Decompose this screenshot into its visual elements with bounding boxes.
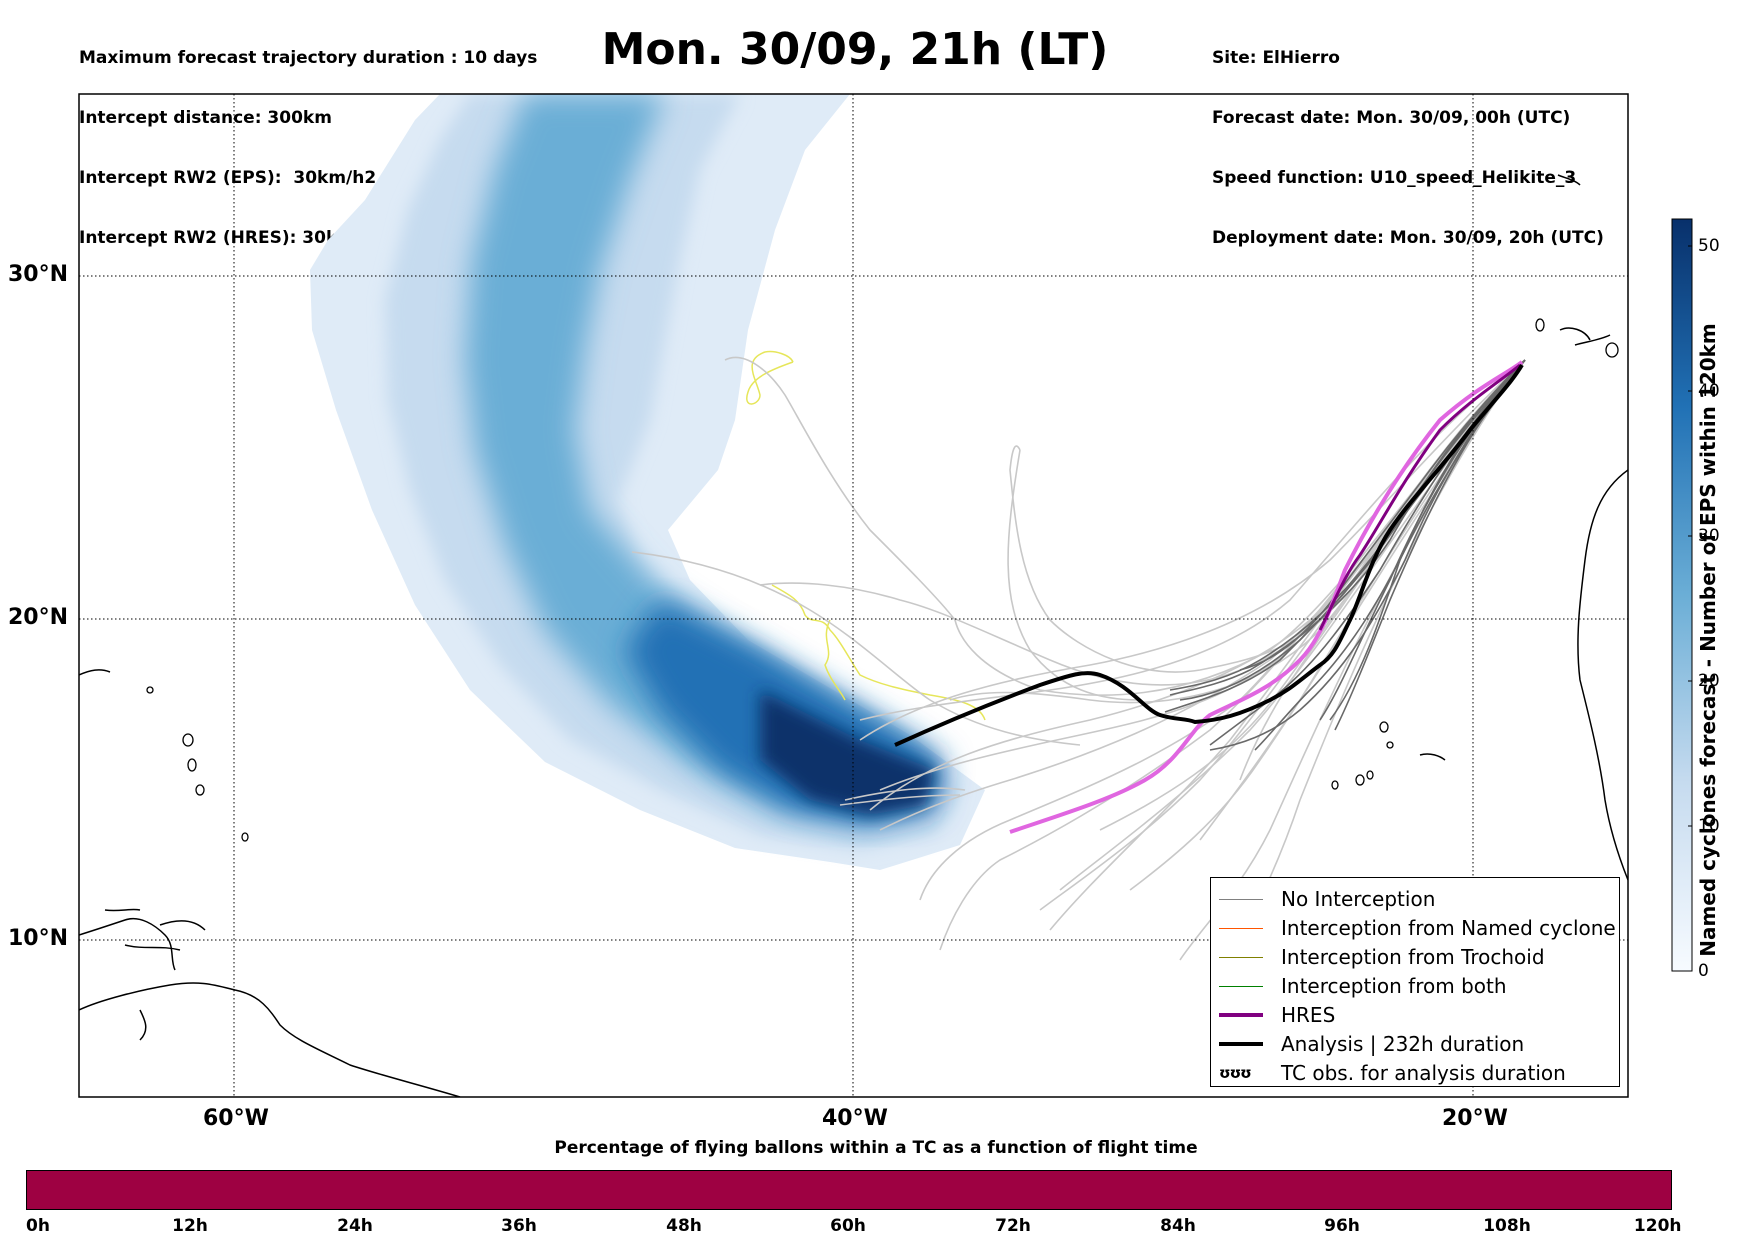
hres-trajectory-segment bbox=[1318, 363, 1521, 631]
legend-swatch bbox=[1219, 927, 1263, 929]
map-legend: No Interception Interception from Named … bbox=[1210, 877, 1620, 1087]
colorbar-tick-marks bbox=[1688, 245, 1692, 972]
time-tick-label: 120h bbox=[1633, 1216, 1682, 1236]
page-title: Mon. 30/09, 21h (LT) bbox=[601, 24, 1109, 75]
legend-item-no-interception: No Interception bbox=[1219, 885, 1435, 913]
time-tick-label: 84h bbox=[1160, 1216, 1196, 1236]
legend-item-tc-obs: ʊʊʊ TC obs. for analysis duration bbox=[1219, 1059, 1566, 1087]
map-gridlines bbox=[79, 94, 1628, 1097]
lat-label: 10°N bbox=[8, 926, 69, 951]
time-tick-label: 24h bbox=[337, 1216, 373, 1236]
time-bar-title: Percentage of flying ballons within a TC… bbox=[554, 1138, 1198, 1158]
header-line: Speed function: U10_speed_Helikite_3 bbox=[1212, 168, 1577, 188]
lat-label: 30°N bbox=[8, 262, 69, 287]
tc-observation-tracks bbox=[746, 350, 986, 721]
legend-swatch bbox=[1219, 898, 1263, 900]
header-line: Forecast date: Mon. 30/09, 00h (UTC) bbox=[1212, 108, 1571, 128]
legend-label: TC obs. for analysis duration bbox=[1281, 1061, 1566, 1085]
legend-label: Interception from Named cyclone bbox=[1281, 916, 1616, 940]
legend-item-trochoid: Interception from Trochoid bbox=[1219, 943, 1545, 971]
lon-label: 60°W bbox=[203, 1106, 269, 1131]
time-tick-label: 60h bbox=[830, 1216, 866, 1236]
legend-swatch bbox=[1219, 1013, 1263, 1017]
legend-label: HRES bbox=[1281, 1003, 1336, 1027]
header-line: Maximum forecast trajectory duration : 1… bbox=[79, 48, 538, 68]
legend-label: No Interception bbox=[1281, 887, 1436, 911]
colorbar-tick-label: 10 bbox=[1698, 816, 1720, 836]
map-frame bbox=[78, 93, 1629, 1098]
time-tick-label: 72h bbox=[995, 1216, 1031, 1236]
island-markers bbox=[146, 318, 1619, 842]
time-tick-label: 12h bbox=[172, 1216, 208, 1236]
legend-item-both: Interception from both bbox=[1219, 972, 1507, 1000]
legend-item-analysis: Analysis | 232h duration bbox=[1219, 1030, 1524, 1058]
legend-label: Interception from Trochoid bbox=[1281, 945, 1545, 969]
colorbar-tick-label: 0 bbox=[1698, 961, 1709, 981]
header-parameters: Maximum forecast trajectory duration : 1… bbox=[79, 8, 537, 268]
lon-label: 40°W bbox=[822, 1106, 888, 1131]
legend-swatch bbox=[1219, 1042, 1263, 1046]
time-tick-label: 0h bbox=[26, 1216, 50, 1236]
colorbar-tick-label: 30 bbox=[1698, 526, 1720, 546]
legend-label: Analysis | 232h duration bbox=[1281, 1032, 1525, 1056]
tc-obs-symbol-icon: ʊʊʊ bbox=[1219, 1064, 1252, 1082]
legend-item-named-cyclone: Interception from Named cyclone bbox=[1219, 914, 1616, 942]
time-tick-label: 48h bbox=[666, 1216, 702, 1236]
legend-swatch bbox=[1219, 985, 1263, 987]
header-line: Site: ElHierro bbox=[1212, 48, 1340, 68]
analysis-trajectory bbox=[894, 363, 1524, 747]
time-tick-label: 96h bbox=[1324, 1216, 1360, 1236]
hres-trajectory bbox=[1009, 360, 1524, 834]
header-line: Intercept distance: 300km bbox=[79, 108, 332, 128]
colorbar-title: Named cyclones forecast - Number of EPS … bbox=[1696, 323, 1720, 957]
cyclone-density-swath bbox=[310, 94, 985, 870]
header-line: Deployment date: Mon. 30/09, 20h (UTC) bbox=[1212, 228, 1604, 248]
time-tick-label: 36h bbox=[501, 1216, 537, 1236]
lat-label: 20°N bbox=[8, 605, 69, 630]
colorbar-tick-label: 50 bbox=[1698, 236, 1720, 256]
legend-item-hres: HRES bbox=[1219, 1001, 1335, 1029]
time-tick-label: 108h bbox=[1483, 1216, 1531, 1236]
coastlines bbox=[79, 174, 1628, 1097]
colorbar-tick-label: 20 bbox=[1698, 671, 1720, 691]
time-bar bbox=[26, 1170, 1672, 1210]
colorbar-tick-label: 40 bbox=[1698, 381, 1720, 401]
header-line: Intercept RW2 (EPS): 30km/h2 bbox=[79, 168, 377, 188]
density-colorbar bbox=[1671, 218, 1693, 972]
legend-swatch bbox=[1219, 956, 1263, 958]
lon-label: 20°W bbox=[1442, 1106, 1508, 1131]
legend-label: Interception from both bbox=[1281, 974, 1507, 998]
header-site-info: Site: ElHierro Forecast date: Mon. 30/09… bbox=[1212, 8, 1604, 268]
